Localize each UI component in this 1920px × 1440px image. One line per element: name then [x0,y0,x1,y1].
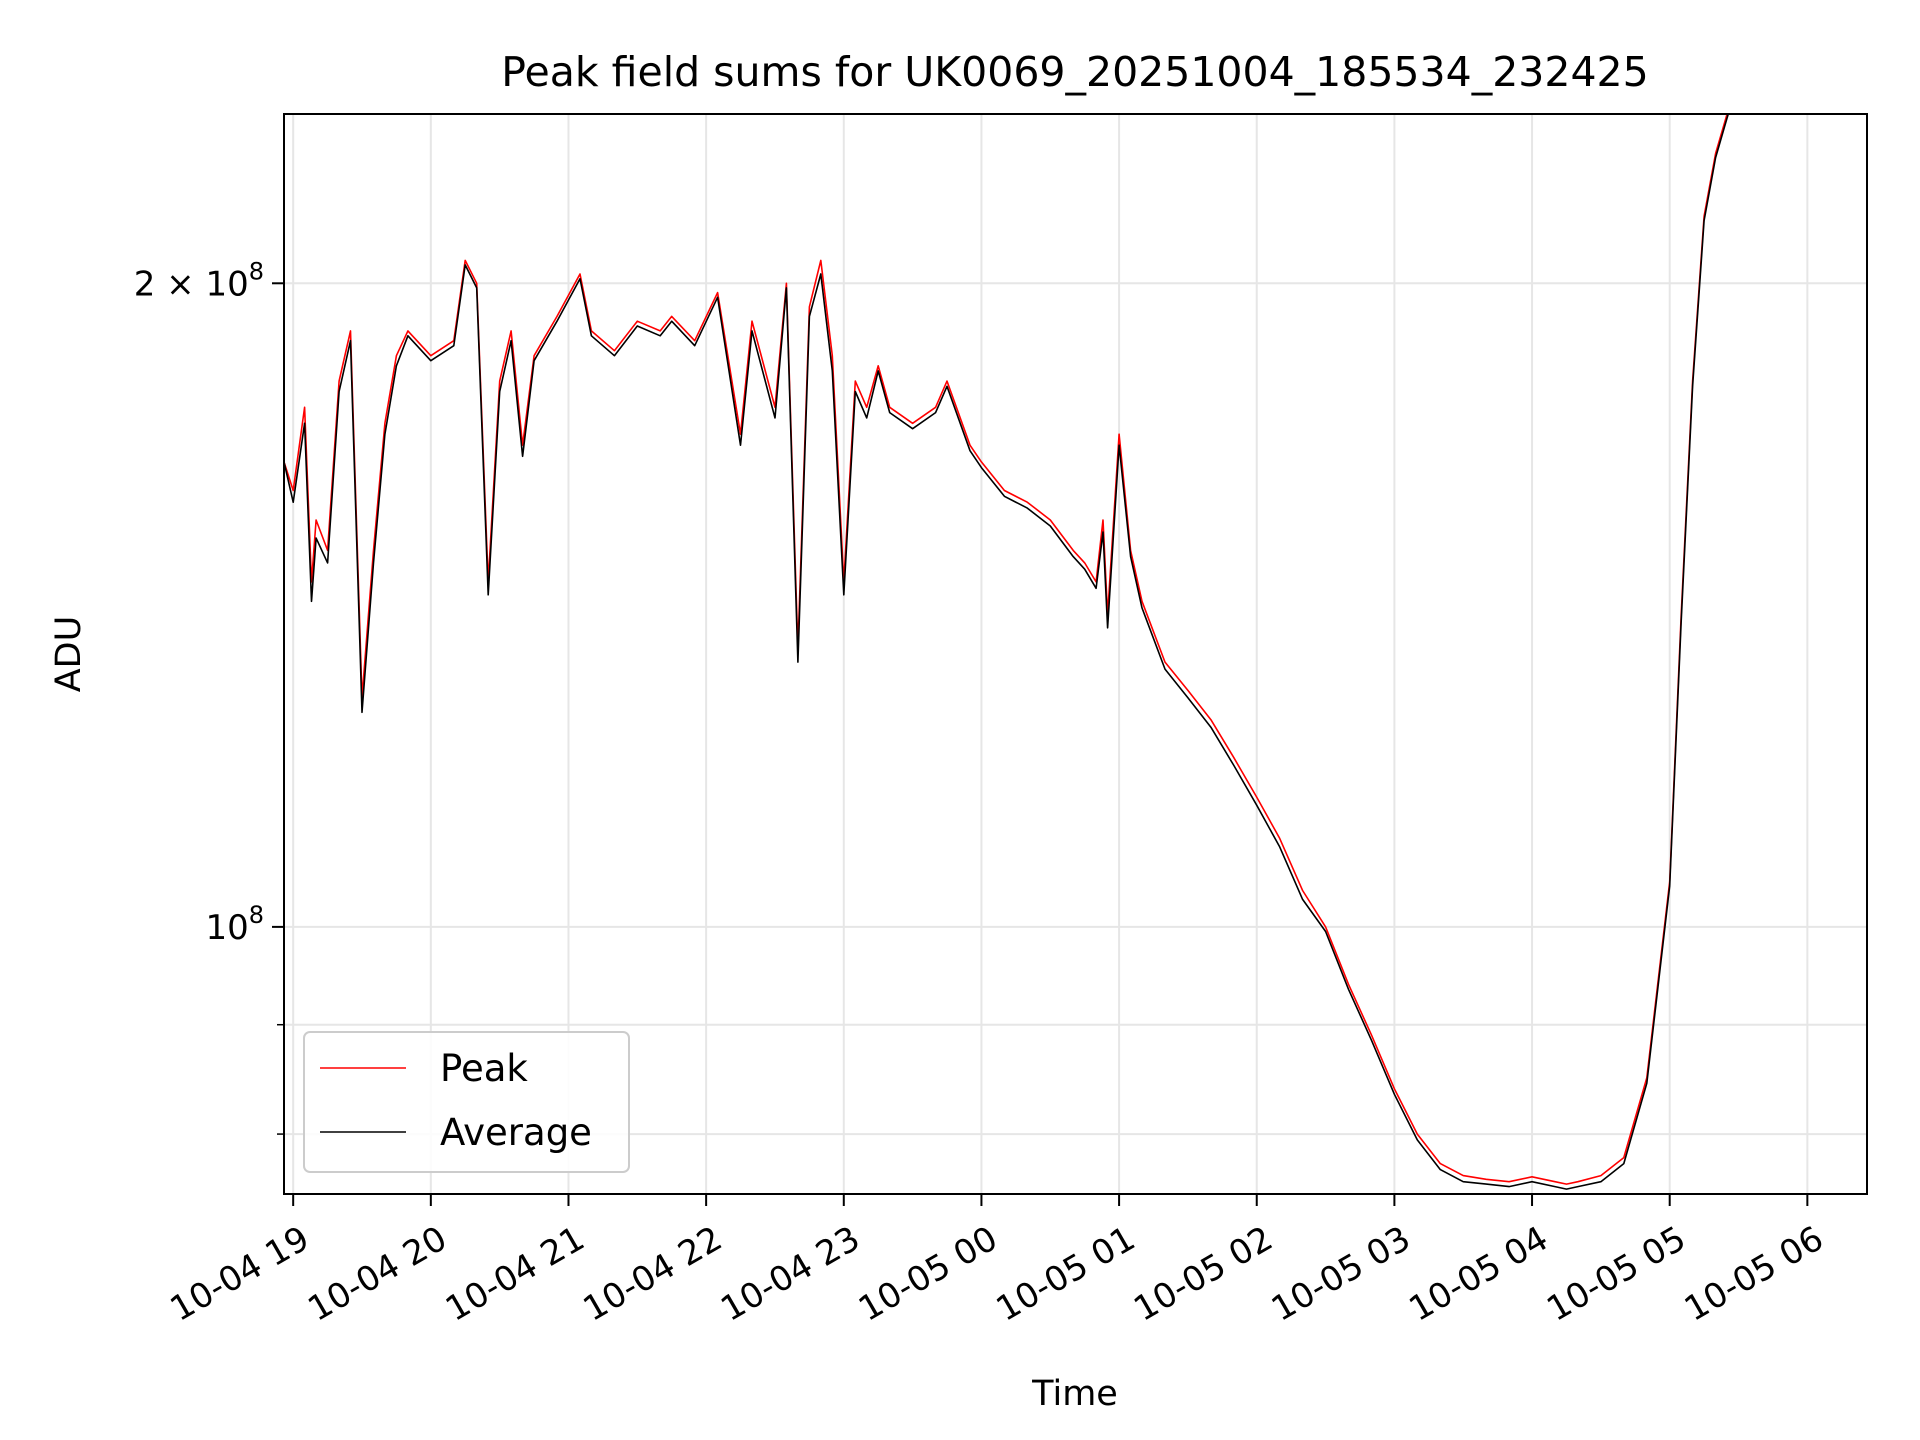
x-tick-label: 10-04 21 [439,1219,591,1330]
plot-frame [283,113,1868,1195]
y-axis-label: ADU [49,616,89,693]
x-tick-label: 10-04 19 [164,1219,316,1330]
x-tick-label: 10-05 01 [990,1219,1142,1330]
y-axis-ticks: 2 × 108 108 [134,257,284,1135]
series-lines [284,114,1730,1190]
grid [284,114,1867,1194]
x-axis-label: Time [1031,1374,1118,1414]
series-line-average [284,114,1730,1190]
y-tick-label: 2 × 108 [134,257,264,304]
legend-box [303,1031,630,1173]
x-tick-label: 10-05 05 [1540,1219,1692,1330]
x-tick-label: 10-04 22 [577,1219,729,1330]
x-tick-label: 10-05 03 [1265,1219,1417,1330]
legend-label-peak: Peak [440,1047,528,1090]
x-tick-label: 10-05 00 [852,1219,1004,1330]
legend: Peak Average [303,1031,630,1173]
x-tick-label: 10-05 06 [1678,1219,1830,1330]
series-line-peak [284,114,1728,1185]
x-tick-label: 10-04 20 [301,1219,453,1330]
chart-title: Peak field sums for UK0069_20251004_1855… [501,48,1648,96]
x-tick-label: 10-04 23 [714,1219,866,1330]
x-tick-label: 10-05 02 [1127,1219,1279,1330]
x-tick-label: 10-05 04 [1403,1219,1555,1330]
legend-label-average: Average [440,1111,592,1154]
y-tick-label: 108 [205,901,264,948]
